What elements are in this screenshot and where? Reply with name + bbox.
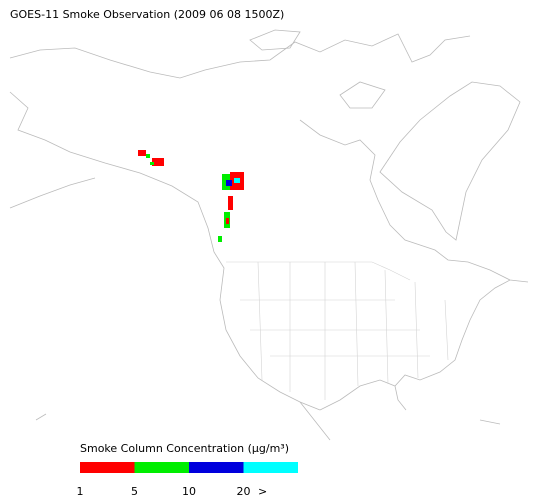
legend-swatch — [243, 462, 298, 473]
smoke-pixels — [138, 150, 244, 242]
legend-label: 10 — [182, 485, 196, 498]
legend-swatch — [189, 462, 244, 473]
coastlines — [9, 29, 529, 441]
map-title: GOES-11 Smoke Observation (2009 06 08 15… — [10, 8, 284, 21]
legend-label: 20 — [237, 485, 251, 498]
legend-title: Smoke Column Concentration (μg/m³) — [80, 442, 289, 455]
legend-label: 1 — [77, 485, 84, 498]
legend-swatch — [80, 462, 135, 473]
legend-swatch — [134, 462, 189, 473]
legend-label: 5 — [131, 485, 138, 498]
legend-label: > — [258, 485, 267, 498]
state-lines — [226, 261, 449, 400]
legend: 1 5 10 20 > — [77, 462, 298, 498]
